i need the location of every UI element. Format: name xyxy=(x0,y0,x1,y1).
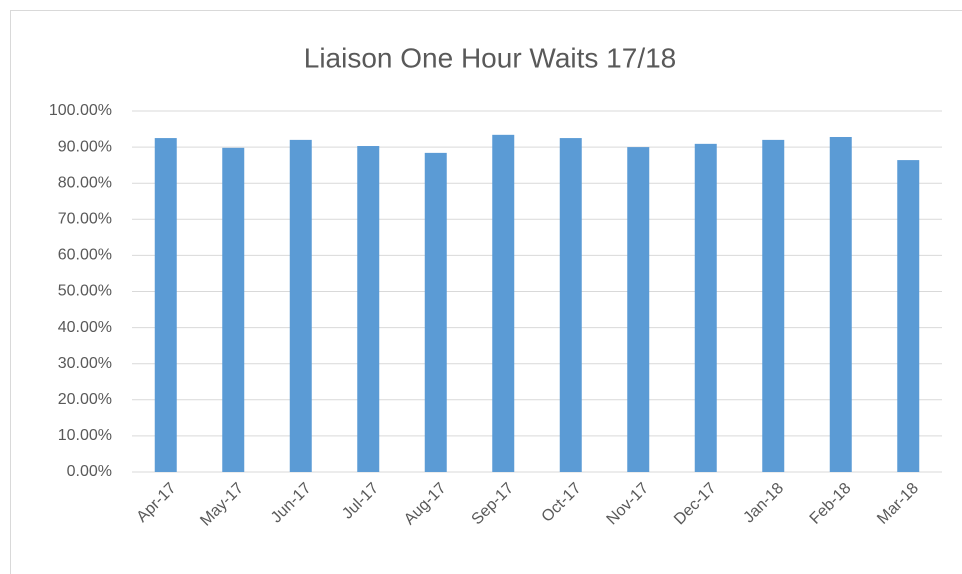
bar xyxy=(897,160,920,472)
bar xyxy=(357,146,380,472)
chart-title: Liaison One Hour Waits 17/18 xyxy=(304,42,677,73)
y-tick-label: 10.00% xyxy=(58,427,112,444)
bar xyxy=(829,136,852,472)
y-tick-label: 50.00% xyxy=(58,283,112,300)
y-tick-label: 100.00% xyxy=(49,102,112,119)
y-tick-label: 0.00% xyxy=(67,463,112,480)
bar xyxy=(154,138,177,472)
bar xyxy=(222,147,245,472)
y-tick-label: 90.00% xyxy=(58,138,112,155)
bar xyxy=(289,139,312,472)
chart-frame xyxy=(10,10,962,574)
bar xyxy=(492,134,515,473)
bar xyxy=(559,138,582,472)
y-tick-label: 80.00% xyxy=(58,174,112,191)
bar xyxy=(694,143,717,472)
y-tick-label: 70.00% xyxy=(58,211,112,228)
bar xyxy=(424,152,447,472)
y-tick-label: 40.00% xyxy=(58,319,112,336)
y-tick-label: 20.00% xyxy=(58,391,112,408)
bar xyxy=(762,139,785,472)
y-tick-label: 30.00% xyxy=(58,355,112,372)
bar xyxy=(627,147,650,472)
y-tick-label: 60.00% xyxy=(58,247,112,264)
